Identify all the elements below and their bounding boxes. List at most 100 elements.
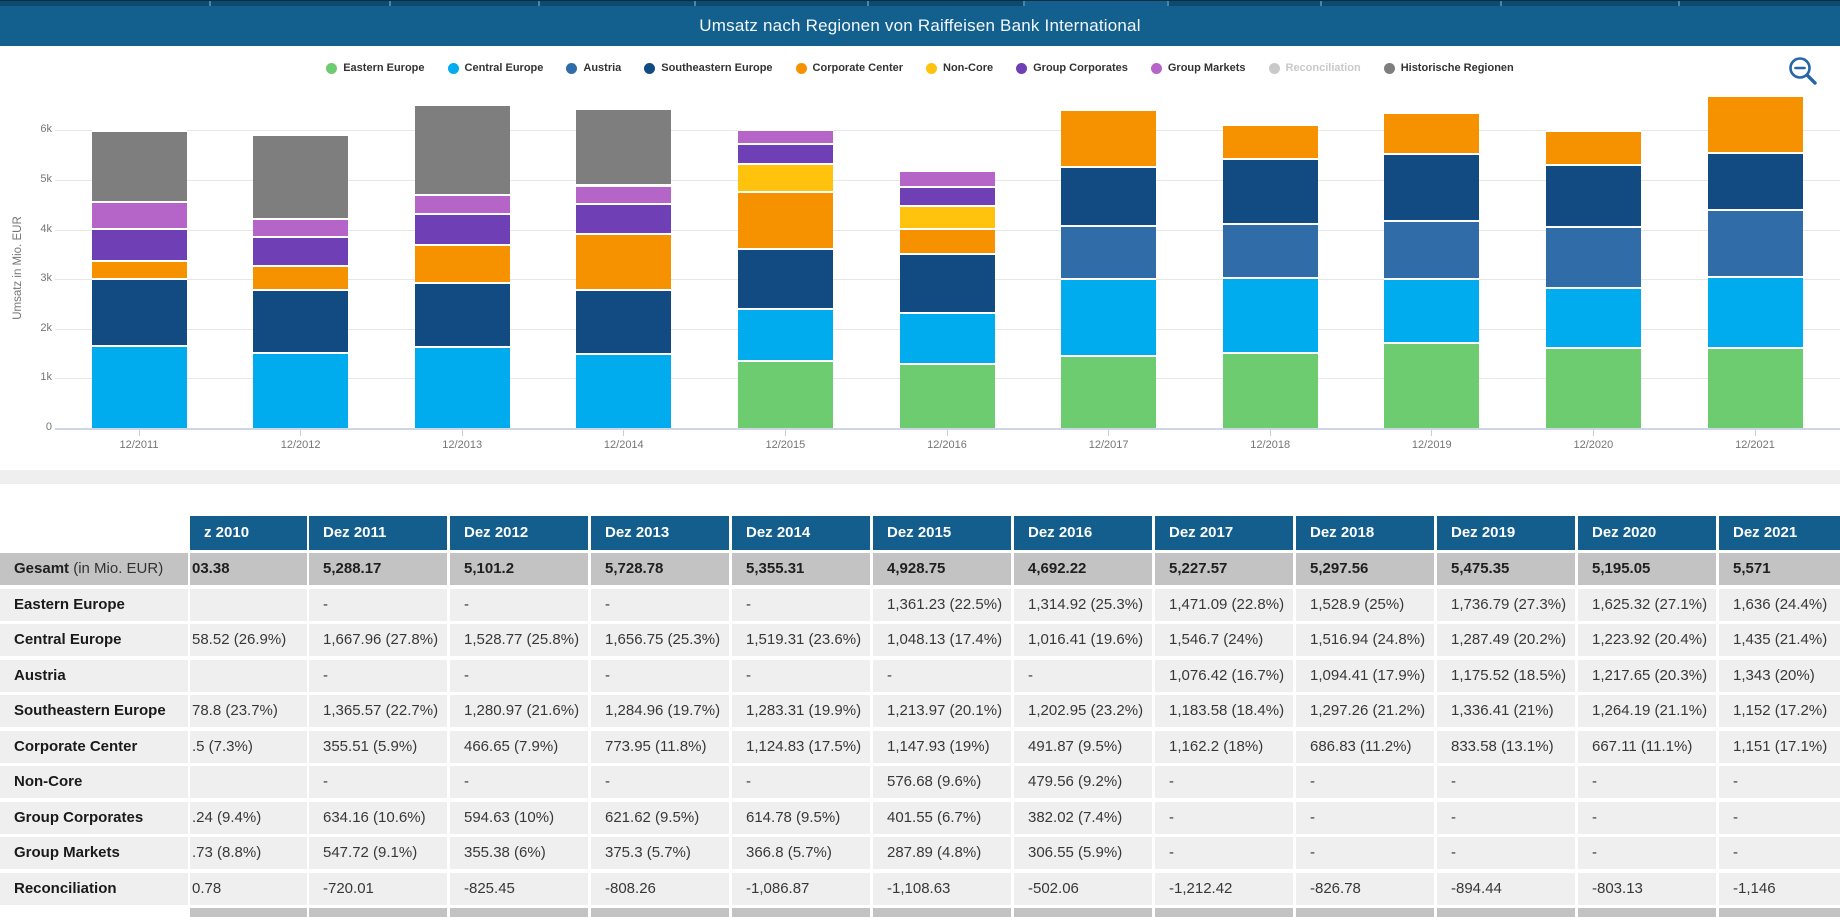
bar-segment-eastern-europe[interactable] [1545,347,1641,428]
partial-row-cell [1155,908,1293,917]
bar-segment-southeastern-europe[interactable] [253,288,349,353]
bar-segment-historische-regionen[interactable] [576,108,672,185]
bar-segment-non-core[interactable] [737,162,833,192]
cell-austria-dez-2013: - [591,659,729,692]
bar-segment-group-corporates[interactable] [414,212,510,244]
bar-segment-central-europe[interactable] [1222,276,1318,353]
x-axis-label: 12/2014 [603,439,644,451]
bar-segment-central-europe[interactable] [414,345,510,428]
legend-label: Central Europe [464,62,544,74]
bar-segment-group-corporates[interactable] [576,202,672,234]
bar-segment-corporate-center[interactable] [1222,124,1318,159]
bar-segment-southeastern-europe[interactable] [1545,163,1641,227]
bar-segment-southeastern-europe[interactable] [1707,151,1803,210]
bar-segment-group-corporates[interactable] [253,235,349,266]
bar-segment-central-europe[interactable] [1707,275,1803,347]
cell-gesamt-dez-2015: 4,928.75 [873,553,1011,585]
bar-segment-austria[interactable] [1707,209,1803,276]
column-header-dez-2017: Dez 2017 [1155,516,1293,550]
cell-group-corporates-dez-2014: 614.78 (9.5%) [732,801,870,834]
legend-item-central-europe[interactable]: Central Europe [447,62,544,74]
bar-segment-central-europe[interactable] [1384,277,1480,342]
bar-segment-austria[interactable] [1384,219,1480,278]
bar-segment-corporate-center[interactable] [1707,94,1803,152]
bar-segment-group-corporates[interactable] [737,142,833,163]
legend-item-corporate-center[interactable]: Corporate Center [795,62,903,74]
legend-item-non-core[interactable]: Non-Core [926,62,993,74]
bar-segment-eastern-europe[interactable] [899,362,995,428]
bar-segment-austria[interactable] [1061,224,1157,279]
zoom-out-icon[interactable] [1786,54,1822,90]
bar-segment-group-markets[interactable] [576,184,672,203]
legend-item-group-markets[interactable]: Group Markets [1150,62,1246,74]
cell-reconciliation-dez-2019: -894.44 [1437,872,1575,905]
browser-tab[interactable] [1321,1,1500,6]
bar-segment-corporate-center[interactable] [1545,130,1641,164]
browser-tab[interactable] [540,1,695,6]
legend-item-austria[interactable]: Austria [566,62,621,74]
bar-segment-corporate-center[interactable] [899,228,995,253]
browser-tab[interactable] [1169,1,1320,6]
bar-segment-corporate-center[interactable] [1061,108,1157,167]
bar-segment-corporate-center[interactable] [414,243,510,283]
bar-segment-group-markets[interactable] [91,201,187,229]
row-header-eastern-europe: Eastern Europe [0,588,188,621]
bar-segment-group-markets[interactable] [253,218,349,236]
browser-tab[interactable] [1501,1,1678,6]
bar-segment-group-corporates[interactable] [899,185,995,205]
browser-tab[interactable] [0,1,209,6]
bar-segment-southeastern-europe[interactable] [1061,166,1157,225]
browser-tab[interactable] [390,1,539,6]
bar-segment-historische-regionen[interactable] [253,134,349,219]
bar-segment-eastern-europe[interactable] [1384,341,1480,428]
bar-segment-non-core[interactable] [899,204,995,229]
legend-item-southeastern-europe[interactable]: Southeastern Europe [644,62,773,74]
bar-segment-southeastern-europe[interactable] [1222,158,1318,223]
bar-segment-group-markets[interactable] [414,194,510,213]
bar-segment-central-europe[interactable] [899,312,995,363]
bar-segment-southeastern-europe[interactable] [576,288,672,353]
bar-segment-central-europe[interactable] [737,308,833,361]
bar-segment-central-europe[interactable] [576,352,672,428]
bar-segment-southeastern-europe[interactable] [737,248,833,309]
bar-segment-central-europe[interactable] [91,345,187,428]
browser-tab[interactable] [1679,1,1840,6]
bar-segment-central-europe[interactable] [253,352,349,428]
bar-segment-group-markets[interactable] [899,170,995,186]
bar-segment-eastern-europe[interactable] [1707,346,1803,428]
bar-segment-historische-regionen[interactable] [414,103,510,195]
bar-segment-eastern-europe[interactable] [1061,355,1157,428]
bar-segment-eastern-europe[interactable] [1222,352,1318,428]
bar-segment-historische-regionen[interactable] [91,129,187,202]
bar-segment-group-markets[interactable] [737,128,833,143]
browser-tab[interactable] [868,1,1023,6]
bar-segment-group-corporates[interactable] [91,228,187,260]
browser-tab[interactable] [696,1,867,6]
cell-central-europe-dez-2020: 1,223.92 (20.4%) [1578,624,1716,656]
bar-segment-corporate-center[interactable] [253,265,349,289]
bar-segment-corporate-center[interactable] [576,233,672,289]
browser-tab-active[interactable] [1024,1,1168,6]
browser-tab[interactable] [210,1,389,6]
page-title: Umsatz nach Regionen von Raiffeisen Bank… [699,16,1141,35]
bar-segment-southeastern-europe[interactable] [1384,153,1480,220]
legend-item-group-corporates[interactable]: Group Corporates [1016,62,1128,74]
bar-segment-austria[interactable] [1545,226,1641,287]
bar-segment-corporate-center[interactable] [1384,112,1480,154]
bar-segment-central-europe[interactable] [1061,278,1157,356]
bar-segment-eastern-europe[interactable] [737,360,833,428]
bar-segment-corporate-center[interactable] [91,259,187,278]
legend-item-eastern-europe[interactable]: Eastern Europe [326,62,425,74]
bar-segment-corporate-center[interactable] [737,191,833,249]
bar-segment-southeastern-europe[interactable] [414,282,510,346]
bar-segment-southeastern-europe[interactable] [91,277,187,346]
legend-item-historische-regionen[interactable]: Historische Regionen [1383,62,1514,74]
partial-row-cell [1437,908,1575,917]
chart-title-bar: Umsatz nach Regionen von Raiffeisen Bank… [0,6,1840,46]
legend-item-reconciliation[interactable]: Reconciliation [1268,62,1361,74]
bar-segment-austria[interactable] [1222,222,1318,277]
bar-segment-southeastern-europe[interactable] [899,252,995,313]
cell-group-corporates-dez-2021: - [1719,801,1840,834]
gridline-6k [55,130,1840,132]
bar-segment-central-europe[interactable] [1545,286,1641,348]
